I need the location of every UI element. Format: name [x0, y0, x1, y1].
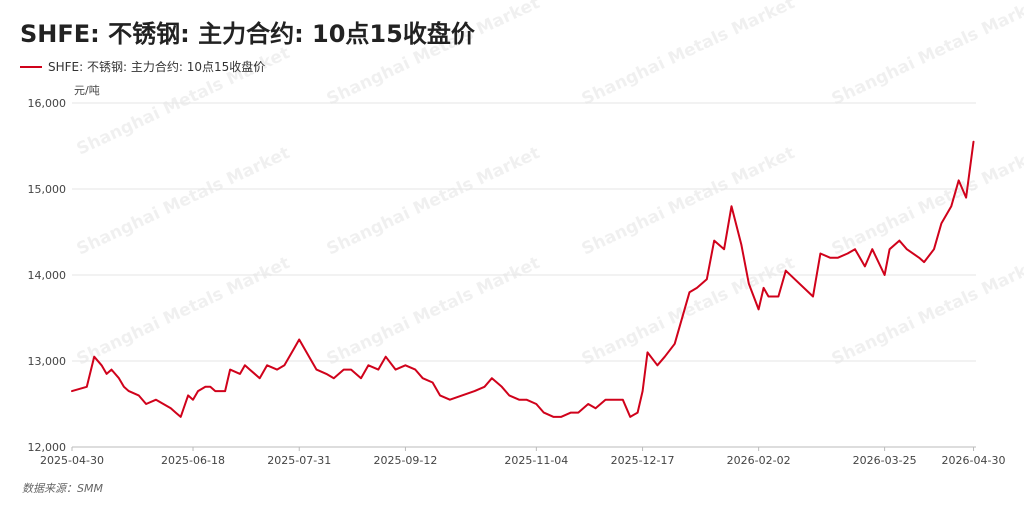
x-axis-tick-labels: 2025-04-30 2025-06-18 2025-07-31 2025-09-12…: [40, 454, 1005, 467]
y-tick-label: 15,000: [28, 183, 67, 196]
watermark-text: Shanghai Metals Market: [579, 253, 798, 369]
x-tick-label: 2026-02-02: [727, 454, 791, 467]
watermark-text: Shanghai Metals Market: [324, 143, 543, 259]
y-tick-label: 13,000: [28, 355, 67, 368]
y-axis-tick-labels: 12,000 13,000 14,000 15,000 16,000: [28, 97, 67, 454]
watermark-text: Shanghai Metals Market: [829, 143, 1024, 259]
chart-title: SHFE: 不锈钢: 主力合约: 10点15收盘价: [20, 20, 475, 48]
watermark-layer: Shanghai Metals Market Shanghai Metals Ma…: [74, 0, 1024, 370]
legend-swatch: [20, 65, 42, 68]
legend-label: SHFE: 不锈钢: 主力合约: 10点15收盘价: [48, 60, 266, 74]
y-gridlines: [72, 102, 976, 448]
y-tick-label: 14,000: [28, 269, 67, 282]
x-tick-label: 2025-12-17: [611, 454, 675, 467]
watermark-text: Shanghai Metals Market: [324, 0, 543, 110]
y-tick-label: 12,000: [28, 441, 67, 454]
chart-legend[interactable]: SHFE: 不锈钢: 主力合约: 10点15收盘价: [20, 58, 265, 75]
watermark-text: Shanghai Metals Market: [579, 143, 798, 259]
watermark-text: Shanghai Metals Market: [579, 0, 798, 110]
x-tick-label: 2026-03-25: [853, 454, 917, 467]
y-tick-label: 16,000: [28, 97, 67, 110]
watermark-text: Shanghai Metals Market: [829, 253, 1024, 369]
watermark-text: Shanghai Metals Market: [74, 143, 293, 259]
x-tick-label: 2025-06-18: [161, 454, 225, 467]
watermark-text: Shanghai Metals Market: [324, 253, 543, 369]
price-series-line: [71, 140, 975, 418]
watermark-text: Shanghai Metals Market: [74, 43, 293, 159]
x-tick-label: 2026-04-30: [942, 454, 1006, 467]
watermark-text: Shanghai Metals Market: [829, 0, 1024, 110]
x-tick-label: 2025-11-04: [504, 454, 568, 467]
x-tick-label: 2025-04-30: [40, 454, 104, 467]
y-axis-unit-label: 元/吨: [74, 84, 100, 97]
data-source-note: 数据来源：SMM: [22, 482, 103, 495]
watermark-text: Shanghai Metals Market: [74, 253, 293, 369]
x-tick-label: 2025-07-31: [267, 454, 331, 467]
x-axis: [71, 447, 975, 451]
x-tick-label: 2025-09-12: [373, 454, 437, 467]
